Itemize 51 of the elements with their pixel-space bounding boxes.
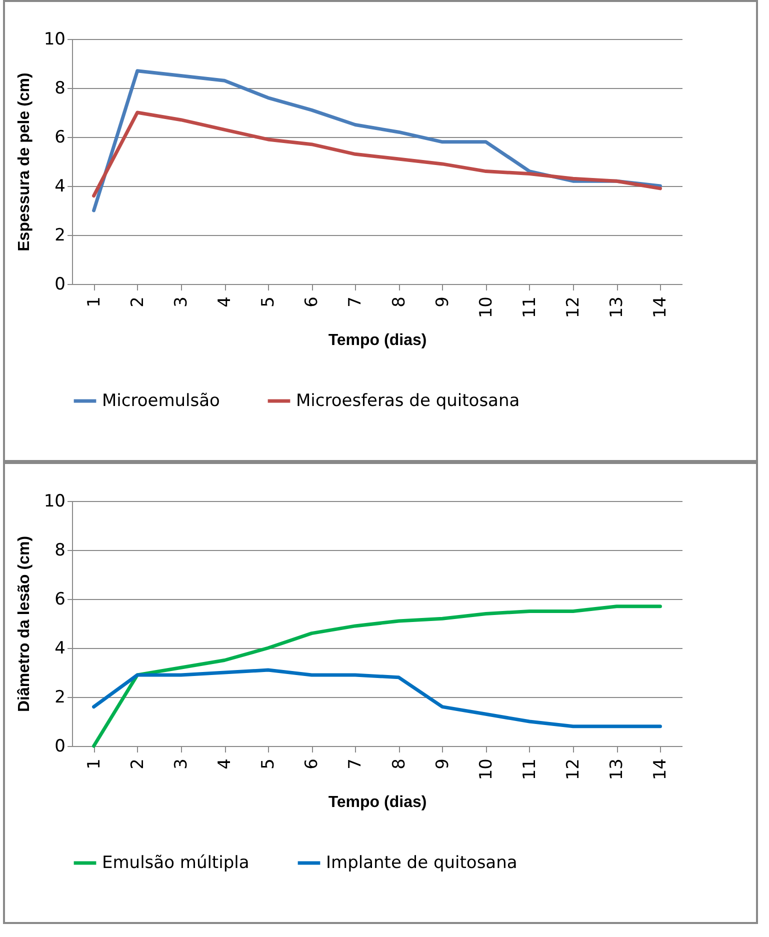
y-tick-label: 4 [54, 638, 66, 658]
x-tick-label: 10 [476, 296, 496, 318]
x-tick-label: 4 [215, 758, 235, 770]
x-tick-label: 6 [302, 758, 322, 770]
x-tick-label: 1 [84, 758, 104, 770]
y-tick-label: 0 [54, 736, 66, 756]
x-tick-label: 7 [346, 758, 366, 770]
x-tick-label: 5 [258, 296, 279, 308]
y-tick-label: 8 [54, 78, 66, 98]
legend-label: Microemulsão [102, 391, 220, 411]
x-tick-label: 14 [650, 758, 671, 780]
line-series [92, 668, 662, 728]
y-axis-title: Espessura de pele (cm) [16, 72, 33, 252]
y-tick-label: 0 [54, 274, 66, 294]
x-tick-label: 12 [564, 758, 584, 780]
x-tick-label: 13 [607, 296, 628, 318]
y-tick-label: 8 [54, 540, 66, 560]
x-tick-label: 4 [215, 296, 235, 308]
legend-label: Emulsão múltipla [102, 853, 250, 873]
y-tick-label: 10 [44, 492, 66, 512]
x-tick-label: 5 [258, 758, 279, 770]
y-tick-label: 2 [54, 688, 66, 708]
x-tick-label: 8 [389, 758, 410, 770]
y-tick-label: 4 [54, 176, 66, 196]
y-tick-label: 2 [54, 226, 66, 246]
line-series [92, 604, 662, 748]
y-tick-label: 6 [54, 128, 66, 148]
legend-label: Implante de quitosana [326, 853, 518, 873]
legend-label: Microesferas de quitosana [296, 391, 520, 411]
x-tick-label: 3 [171, 296, 192, 308]
x-tick-label: 9 [432, 296, 453, 308]
x-tick-label: 2 [128, 758, 148, 770]
x-tick-label: 11 [520, 296, 540, 318]
y-tick-label: 6 [54, 590, 66, 610]
x-tick-label: 7 [346, 296, 366, 308]
x-tick-label: 13 [607, 758, 628, 780]
y-axis-title: Diâmetro da lesão (cm) [16, 536, 33, 712]
x-tick-label: 14 [650, 296, 671, 318]
x-tick-label: 10 [476, 758, 496, 780]
x-tick-label: 11 [520, 758, 540, 780]
x-tick-label: 6 [302, 296, 322, 308]
line-series [92, 110, 662, 198]
y-tick-label: 10 [44, 30, 66, 50]
x-tick-label: 9 [432, 758, 453, 770]
x-tick-label: 3 [171, 758, 192, 770]
x-tick-label: 8 [389, 296, 410, 308]
x-axis-title: Tempo (dias) [328, 794, 427, 812]
x-tick-label: 1 [84, 296, 104, 308]
x-tick-label: 12 [564, 296, 584, 318]
x-axis-title: Tempo (dias) [328, 332, 427, 350]
x-tick-label: 2 [128, 296, 148, 308]
